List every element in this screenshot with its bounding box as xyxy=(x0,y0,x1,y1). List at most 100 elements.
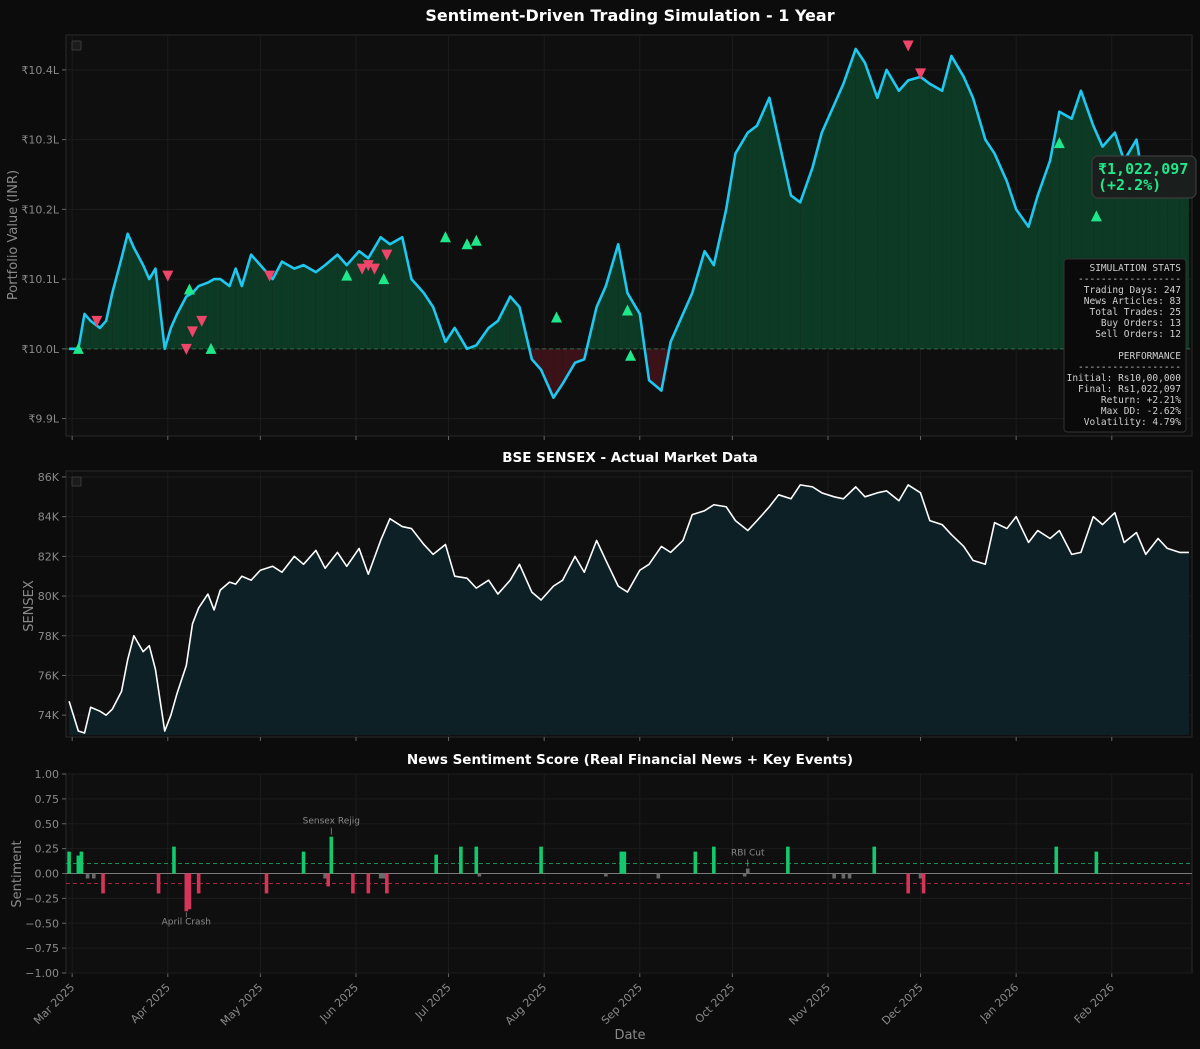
portfolio-fill-segment xyxy=(908,76,921,349)
buy-order-marker xyxy=(625,349,637,361)
portfolio-fill-segment xyxy=(281,261,295,349)
portfolio-fill-segment xyxy=(942,55,952,349)
buy-order-marker xyxy=(551,311,563,323)
sensex-legend-box xyxy=(71,476,82,487)
portfolio-fill-segment xyxy=(692,251,705,349)
portfolio-fill-segment xyxy=(769,97,779,349)
stats-line: Trading Days: 247 xyxy=(1084,285,1181,296)
sentiment-bar xyxy=(85,873,90,879)
y-tick-label: 76K xyxy=(38,669,60,682)
sentiment-bar xyxy=(712,846,716,874)
portfolio-fill-segment xyxy=(877,69,887,349)
final-value-text: ₹1,022,097 xyxy=(1098,160,1188,178)
sentiment-bar xyxy=(841,873,846,879)
portfolio-fill-segment xyxy=(627,293,640,349)
portfolio-fill-segment xyxy=(411,279,424,349)
sentiment-bar xyxy=(434,854,438,874)
sell-order-marker xyxy=(186,326,198,338)
stats-line: Volatility: 4.79% xyxy=(1084,417,1182,428)
portfolio-fill-segment xyxy=(985,139,995,349)
y-tick-label: 86K xyxy=(38,471,60,484)
sentiment-bar xyxy=(474,846,479,874)
portfolio-fill-segment xyxy=(963,76,973,349)
stats-line: PERFORMANCE xyxy=(1118,351,1181,362)
portfolio-fill-segment xyxy=(121,233,128,349)
y-tick-label: ₹10.0L xyxy=(21,343,59,356)
portfolio-fill-segment xyxy=(497,296,511,349)
portfolio-fill-segment xyxy=(143,265,150,349)
portfolio-fill-segment xyxy=(402,237,412,349)
portfolio-fill-segment xyxy=(325,254,338,349)
buy-order-marker xyxy=(1053,137,1065,149)
stats-line: SIMULATION STATS xyxy=(1089,263,1181,274)
sell-order-marker xyxy=(162,270,174,282)
portfolio-fill-segment xyxy=(800,167,813,349)
portfolio-fill-segment xyxy=(186,293,193,349)
portfolio-fill-segment xyxy=(315,265,326,349)
sell-order-marker xyxy=(362,260,374,272)
sell-order-marker xyxy=(91,315,103,327)
x-axis-label: Date xyxy=(614,1028,645,1043)
sentiment-bar xyxy=(67,851,71,874)
sensex-panel: BSE SENSEX - Actual Market Data SENSEX 7… xyxy=(22,450,1193,741)
portfolio-fill-segment xyxy=(260,265,273,349)
sentiment-bar xyxy=(619,851,624,874)
sentiment-bar xyxy=(786,846,790,874)
sentiment-annotations: April Crash Sensex Rejig RBI Cut xyxy=(162,817,765,928)
sensex-y-ticks: 74K 76K 78K 80K 82K 84K 86K xyxy=(38,471,66,722)
portfolio-fill-segment xyxy=(994,153,1007,349)
portfolio-fill-segment xyxy=(346,251,360,349)
sentiment-bar xyxy=(264,873,269,894)
stats-line: Total Trades: 25 xyxy=(1089,307,1181,318)
sentiment-bar xyxy=(366,873,371,894)
portfolio-fill-segment xyxy=(380,237,390,349)
portfolio-fill-segment xyxy=(886,69,899,349)
portfolio-fill-segment xyxy=(855,48,865,349)
sentiment-bar xyxy=(1054,846,1059,874)
sentiment-bar xyxy=(1094,851,1099,874)
portfolio-fill-segment xyxy=(704,251,714,349)
portfolio-fill-segment xyxy=(562,348,576,384)
sentiment-bar xyxy=(329,836,334,874)
portfolio-fill-segment xyxy=(929,83,943,349)
portfolio-fill-segment xyxy=(488,320,498,349)
portfolio-fill-segment xyxy=(821,104,835,349)
y-tick-label: ₹9.9L xyxy=(28,413,59,426)
sentiment-bar xyxy=(656,873,661,879)
portfolio-fill-segment xyxy=(127,233,134,349)
sentiment-bar xyxy=(101,873,105,894)
sentiment-bar xyxy=(622,851,627,874)
sentiment-bar xyxy=(906,873,910,894)
y-tick-label: −1.00 xyxy=(25,967,59,980)
stats-line: Return: +2.21% xyxy=(1101,395,1181,406)
y-tick-label: 0.00 xyxy=(35,868,60,881)
stats-line: Final: Rs1,022,097 xyxy=(1078,384,1181,395)
trade-markers xyxy=(72,40,1102,361)
y-tick-label: 0.25 xyxy=(35,843,60,856)
buy-order-marker xyxy=(378,273,390,285)
sell-order-marker xyxy=(902,40,914,52)
sentiment-bar xyxy=(76,855,81,874)
sentiment-bar xyxy=(301,851,306,874)
portfolio-fill-segment xyxy=(220,279,230,349)
y-tick-label: ₹10.3L xyxy=(21,134,59,147)
sentiment-bar xyxy=(847,873,852,879)
portfolio-fill-segment xyxy=(1016,209,1029,349)
sentiment-bar xyxy=(187,873,192,910)
sell-order-marker xyxy=(264,270,276,282)
portfolio-fill-segment xyxy=(864,62,878,349)
portfolio-fill-segment xyxy=(682,293,693,349)
stats-line: Sell Orders: 12 xyxy=(1095,329,1181,340)
portfolio-fill-segment xyxy=(170,313,178,349)
portfolio-fill-segment xyxy=(337,254,347,349)
y-tick-label: 74K xyxy=(38,709,60,722)
sentiment-bar xyxy=(832,873,836,879)
portfolio-fill-segment xyxy=(251,254,261,349)
buy-order-marker xyxy=(470,234,482,246)
y-tick-label: −0.75 xyxy=(25,942,59,955)
sentiment-bar xyxy=(742,873,747,877)
sentiment-bar xyxy=(693,851,698,874)
portfolio-fill-segment xyxy=(757,97,770,349)
sentiment-bar xyxy=(604,873,608,877)
sentiment-bar xyxy=(196,873,201,894)
